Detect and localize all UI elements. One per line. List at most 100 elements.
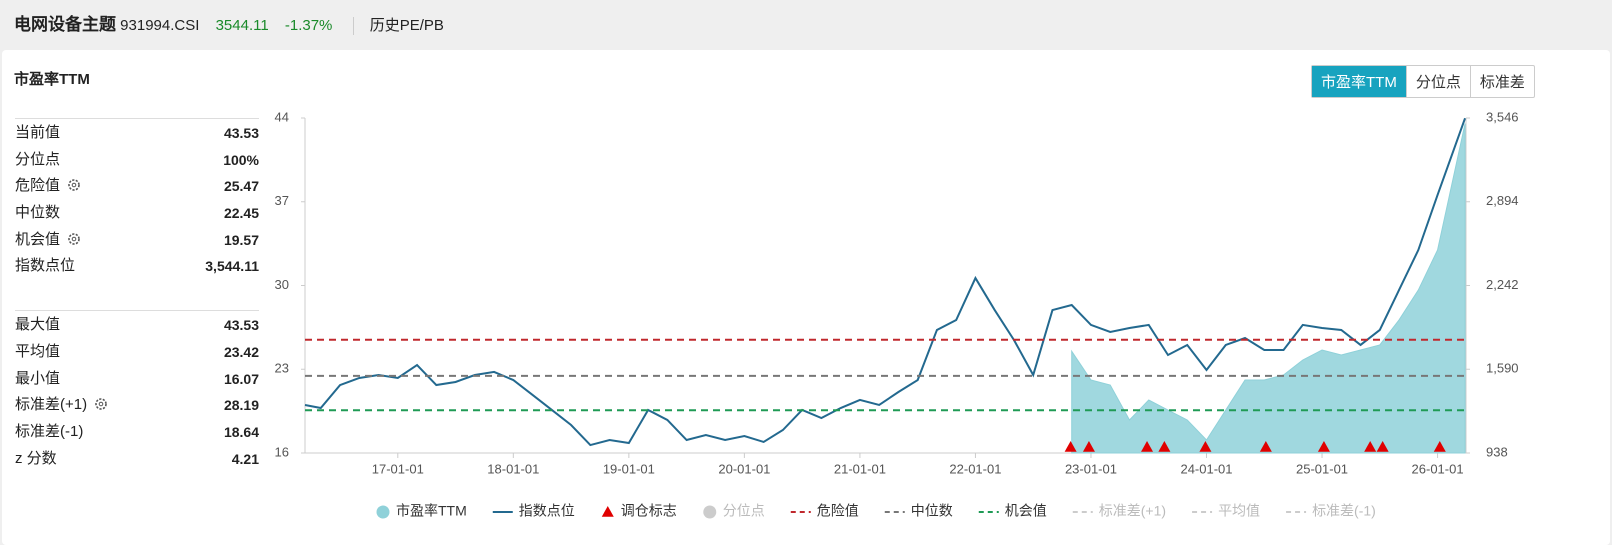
- gear: [68, 179, 80, 192]
- stat-label-text: 标准差(-1): [15, 422, 84, 440]
- stat-label: 最大值: [15, 312, 60, 339]
- rebalance-marker: [1064, 441, 1077, 452]
- stat-value: 43.53: [223, 317, 259, 334]
- stat-label: 中位数: [15, 200, 60, 227]
- x-tick-label: 24-01-01: [1180, 461, 1232, 476]
- legend-symbol: [703, 505, 717, 519]
- stat-label: 标准差(-1): [15, 419, 83, 446]
- y-tick-label: 1,590: [1486, 361, 1519, 376]
- x-tick-label: 17-01-01: [372, 461, 424, 476]
- stat-row: z 分数 4.21: [15, 446, 259, 473]
- legend-label[interactable]: 调仓标志: [621, 503, 677, 519]
- tab[interactable]: 市盈率TTM: [1312, 66, 1406, 97]
- x-tick-label: 21-01-01: [834, 461, 886, 476]
- stat-value: 23.42: [223, 343, 259, 360]
- rebalance-marker: [1364, 441, 1377, 452]
- rebalance-marker: [1158, 441, 1171, 452]
- legend-label[interactable]: 危险值: [817, 503, 859, 519]
- legend-label[interactable]: 中位数: [911, 503, 953, 519]
- x-tick-label: 22-01-01: [949, 461, 1001, 476]
- rebalance-marker: [1259, 441, 1272, 452]
- stat-label: 平均值: [15, 339, 60, 366]
- stat-label-text: z 分数: [15, 449, 57, 467]
- gear-icon[interactable]: [94, 397, 108, 411]
- rebalance-marker: [1141, 441, 1154, 452]
- legend-label[interactable]: 标准差(-1): [1312, 503, 1376, 519]
- y-tick-label: 3,546: [1486, 109, 1519, 124]
- stat-row: 标准差(-1) 18.64: [15, 419, 259, 446]
- stat-row: 机会值 19.57: [15, 227, 259, 254]
- separator: [352, 17, 354, 36]
- stat-label-text: 平均值: [15, 342, 61, 360]
- stat-row: 平均值 23.42: [15, 339, 259, 366]
- stat-label: 标准差(+1): [15, 392, 108, 419]
- index-change: -1.37%: [284, 17, 333, 34]
- stat-value: 3,544.11: [205, 258, 259, 275]
- gear: [68, 232, 80, 245]
- stat-row: 当前值 43.53: [15, 120, 259, 147]
- rebalance-marker: [1376, 441, 1389, 452]
- stat-label: 机会值: [15, 227, 81, 254]
- y-tick-label: 37: [275, 193, 289, 208]
- stat-label: 当前值: [15, 120, 60, 147]
- stat-value: 43.53: [223, 125, 259, 141]
- y-tick-label: 16: [275, 444, 289, 459]
- stat-value: 16.07: [223, 370, 259, 387]
- y-tick-label: 44: [275, 109, 289, 124]
- tabs: 市盈率TTM 分位点 标准差: [1311, 65, 1535, 98]
- gear-hub: [98, 401, 104, 407]
- panel: [2, 50, 1610, 545]
- legend-label[interactable]: 标准差(+1): [1099, 503, 1166, 519]
- tab[interactable]: 标准差: [1469, 66, 1534, 97]
- stat-label: 最小值: [15, 366, 60, 393]
- y-tick-label: 30: [275, 277, 289, 292]
- header: 电网设备主题 931994.CSI 3544.11 -1.37% 历史PE/PB: [14, 10, 444, 36]
- x-tick-label: 20-01-01: [718, 461, 770, 476]
- stats-group: 当前值 43.53 分位点 100% 危险值 25.47 中位数 22.45 机会值 19.57 指…: [15, 118, 259, 280]
- stat-label-text: 分位点: [15, 150, 61, 168]
- y-tick-label: 938: [1486, 444, 1508, 459]
- stat-label-text: 机会值: [15, 230, 61, 248]
- history-link[interactable]: 历史PE/PB: [369, 17, 444, 34]
- stat-label: 危险值: [15, 173, 81, 200]
- legend-symbol: [376, 505, 390, 519]
- stat-label-text: 指数点位: [15, 257, 76, 275]
- panel-title: 市盈率TTM: [14, 71, 90, 88]
- legend-label[interactable]: 指数点位: [519, 503, 575, 519]
- legend-label[interactable]: 机会值: [1005, 503, 1047, 519]
- gear-icon[interactable]: [67, 178, 81, 192]
- x-tick-label: 23-01-01: [1065, 461, 1117, 476]
- y-tick-label: 2,894: [1486, 193, 1519, 208]
- stat-value: 4.21: [231, 450, 259, 467]
- rebalance-marker: [1317, 441, 1330, 452]
- gear-hub: [71, 236, 77, 242]
- stat-label-text: 危险值: [15, 177, 61, 195]
- x-tick-label: 25-01-01: [1296, 461, 1348, 476]
- tab[interactable]: 分位点: [1405, 66, 1470, 97]
- x-tick-label: 19-01-01: [603, 461, 655, 476]
- stat-row: 中位数 22.45: [15, 200, 259, 227]
- gear-hub: [71, 183, 77, 188]
- legend-label[interactable]: 分位点: [723, 503, 765, 519]
- stat-row: 标准差(+1) 28.19: [15, 392, 259, 419]
- stat-value: 25.47: [223, 178, 259, 195]
- stat-label: z 分数: [15, 446, 57, 473]
- stat-row: 分位点 100%: [15, 147, 259, 174]
- index-code: 931994.CSI: [120, 17, 200, 34]
- index-price: 3544.11: [215, 17, 269, 34]
- stat-row: 最小值 16.07: [15, 366, 259, 393]
- gear-icon[interactable]: [67, 232, 81, 246]
- legend-label[interactable]: 市盈率TTM: [396, 503, 467, 519]
- stat-label: 指数点位: [15, 253, 75, 280]
- rebalance-marker: [1082, 441, 1095, 452]
- stat-label-text: 当前值: [15, 124, 61, 141]
- stat-label: 分位点: [15, 147, 60, 174]
- y-tick-label: 23: [275, 361, 289, 376]
- legend-label[interactable]: 平均值: [1218, 503, 1260, 519]
- stat-row: 最大值 43.53: [15, 312, 259, 339]
- pe-area: [1071, 123, 1466, 454]
- index-line: [304, 117, 1466, 447]
- stat-value: 18.64: [223, 423, 259, 440]
- stat-label-text: 最小值: [15, 369, 61, 387]
